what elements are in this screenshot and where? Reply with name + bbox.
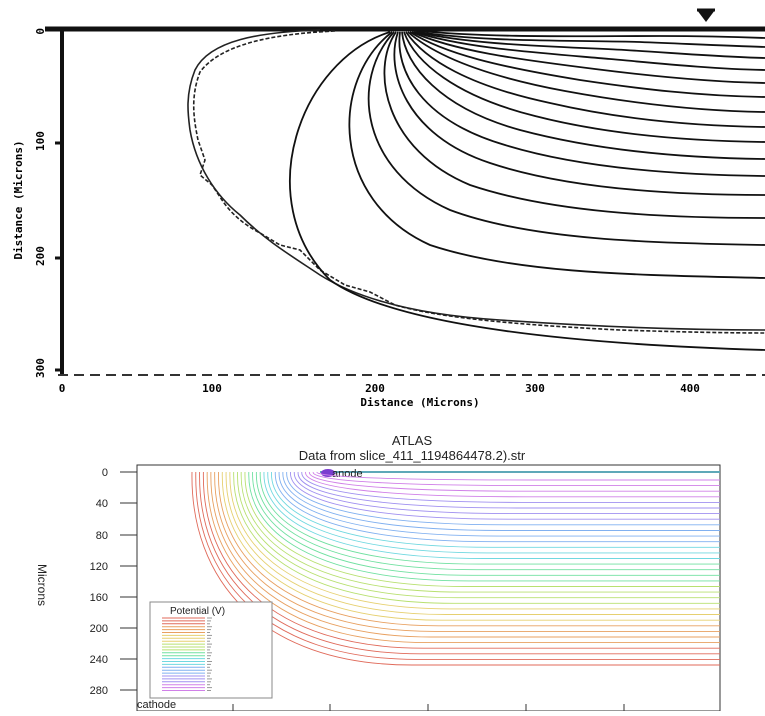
bottom-figure: ATLAS Data from slice_411_1194864478.2).… [0, 425, 765, 712]
top-contour-plot: 0 100 200 300 Distance (Microns) 0 100 2… [12, 8, 765, 409]
top-outer-boundary [187, 29, 765, 334]
legend-swatches [162, 617, 212, 691]
top-contour-lines [289, 30, 765, 351]
atlas-y-tick-0: 0 [102, 467, 108, 479]
potential-contour [263, 471, 720, 559]
top-x-tick-0: 0 [59, 382, 66, 395]
potential-contour [286, 471, 720, 526]
atlas-y-tick-240: 240 [90, 654, 108, 666]
potential-contour [244, 471, 720, 587]
top-y-ticks [55, 28, 62, 372]
atlas-y-tick-40: 40 [96, 498, 108, 510]
top-y-tick-300: 300 [34, 358, 47, 378]
potential-contour [267, 471, 720, 554]
potential-contour [255, 471, 720, 571]
top-y-tick-0: 0 [34, 28, 47, 35]
potential-contour [308, 471, 720, 492]
atlas-title: ATLAS [392, 433, 433, 448]
top-y-tick-100: 100 [34, 131, 47, 151]
potential-contour [218, 471, 720, 627]
atlas-x-ticks [232, 704, 625, 711]
potential-contour [312, 471, 720, 487]
potential-contour [206, 471, 720, 644]
atlas-y-tick-120: 120 [90, 561, 108, 573]
potential-contour [202, 471, 720, 649]
potential-contour [210, 471, 720, 638]
potential-contour [259, 471, 720, 565]
top-y-axis-label: Distance (Microns) [12, 140, 25, 259]
atlas-y-tick-280: 280 [90, 685, 108, 697]
top-x-tick-100: 100 [202, 382, 222, 395]
potential-contour [316, 471, 720, 481]
atlas-y-axis-label: Microns [35, 564, 49, 606]
potential-contour [290, 471, 720, 520]
cathode-label: cathode [137, 699, 176, 711]
top-x-axis-label: Distance (Microns) [360, 396, 479, 409]
potential-contour [278, 471, 720, 537]
top-x-tick-200: 200 [365, 382, 385, 395]
potential-contour [274, 471, 720, 543]
potential-contour [301, 471, 720, 503]
potential-contour [225, 471, 720, 615]
potential-contour [240, 471, 720, 593]
atlas-y-tick-80: 80 [96, 530, 108, 542]
marker-triangle-icon [697, 10, 715, 22]
potential-contour [297, 471, 720, 509]
top-x-tick-300: 300 [525, 382, 545, 395]
potential-contour [305, 471, 720, 498]
anode-label: anode [332, 468, 363, 480]
potential-contour [237, 471, 720, 599]
potential-contour [252, 471, 720, 576]
top-x-tick-400: 400 [680, 382, 700, 395]
potential-contour [282, 471, 720, 531]
atlas-subtitle: Data from slice_411_1194864478.2).str [299, 448, 526, 463]
potential-legend: Potential (V) [149, 601, 273, 699]
atlas-contour-lines [191, 471, 720, 666]
potential-contour [199, 471, 720, 655]
atlas-y-tick-200: 200 [90, 623, 108, 635]
top-figure: 0 100 200 300 Distance (Microns) 0 100 2… [12, 8, 765, 409]
potential-contour [214, 471, 720, 632]
potential-contour [229, 471, 720, 610]
potential-contour [293, 471, 720, 515]
potential-contour [248, 471, 720, 582]
potential-contour [221, 471, 720, 621]
atlas-contour-plot: ATLAS Data from slice_411_1194864478.2).… [35, 433, 721, 712]
potential-contour [271, 471, 720, 548]
atlas-y-tick-160: 160 [90, 592, 108, 604]
legend-title: Potential (V) [170, 606, 225, 617]
potential-contour [233, 471, 720, 604]
top-y-tick-200: 200 [34, 246, 47, 266]
atlas-y-ticks [120, 471, 137, 691]
